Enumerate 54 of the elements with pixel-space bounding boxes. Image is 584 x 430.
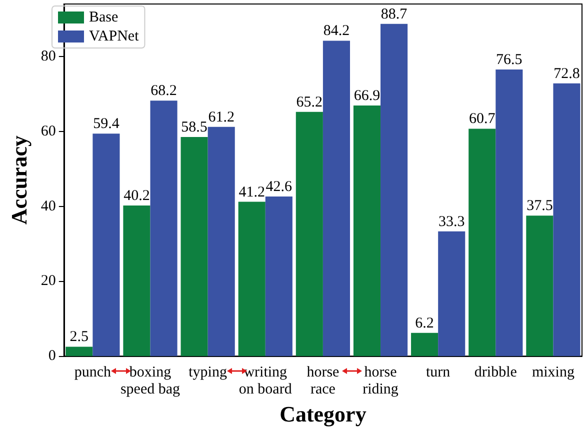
data-label: 66.9 (354, 88, 380, 104)
x-tick-label: typing (188, 364, 228, 381)
data-label: 60.7 (468, 111, 496, 128)
data-label: 42.6 (266, 179, 293, 196)
bar (322, 40, 350, 356)
x-tick-label: dribble (474, 364, 518, 381)
bar (353, 106, 381, 356)
y-tick-label: 60 (40, 123, 56, 140)
bar (238, 202, 266, 356)
bar (380, 24, 408, 356)
legend-label: Base (89, 10, 118, 26)
y-tick-label: 0 (48, 348, 56, 364)
x-tick-label: turn (426, 364, 451, 381)
x-tick-label: horse race (306, 364, 340, 398)
bar (526, 216, 554, 356)
y-tick-label: 80 (40, 48, 56, 64)
data-label: 72.8 (554, 66, 580, 82)
y-tick-label: 20 (40, 273, 56, 290)
data-label: 65.2 (296, 94, 323, 110)
x-tick-label: boxing speed bag (120, 364, 181, 398)
data-label: 58.5 (181, 119, 208, 136)
x-tick-label: punch (74, 364, 112, 381)
bar (553, 83, 580, 356)
bar (66, 346, 93, 356)
bar (468, 128, 496, 356)
bar (92, 134, 120, 356)
x-tick-label: writing on board (238, 364, 292, 398)
data-label: 37.5 (526, 198, 553, 214)
x-axis-title: Category (280, 402, 366, 426)
data-label: 40.2 (124, 188, 150, 204)
data-label: 84.2 (323, 23, 350, 40)
data-label: 88.7 (380, 6, 408, 22)
bar (150, 100, 178, 356)
bar (296, 112, 323, 356)
legend-label: VAPNet (89, 28, 140, 44)
bar (123, 206, 150, 356)
data-label: 59.4 (93, 116, 120, 132)
bar (411, 332, 438, 356)
bar (496, 70, 523, 356)
data-label: 33.3 (438, 214, 465, 230)
data-label: 61.2 (208, 109, 234, 126)
data-label: 68.2 (150, 83, 177, 100)
x-tick-label: horse riding (362, 364, 399, 398)
bar (180, 136, 208, 356)
x-tick-label: mixing (532, 364, 575, 381)
bar (208, 126, 235, 356)
data-label: 6.2 (415, 315, 434, 332)
data-label: 76.5 (496, 52, 522, 68)
bar (265, 196, 292, 356)
data-label: 2.5 (70, 329, 89, 346)
bar (438, 231, 466, 356)
y-tick-label: 40 (40, 198, 56, 214)
y-axis-title: Accuracy (6, 135, 32, 225)
data-label: 41.2 (238, 184, 265, 200)
